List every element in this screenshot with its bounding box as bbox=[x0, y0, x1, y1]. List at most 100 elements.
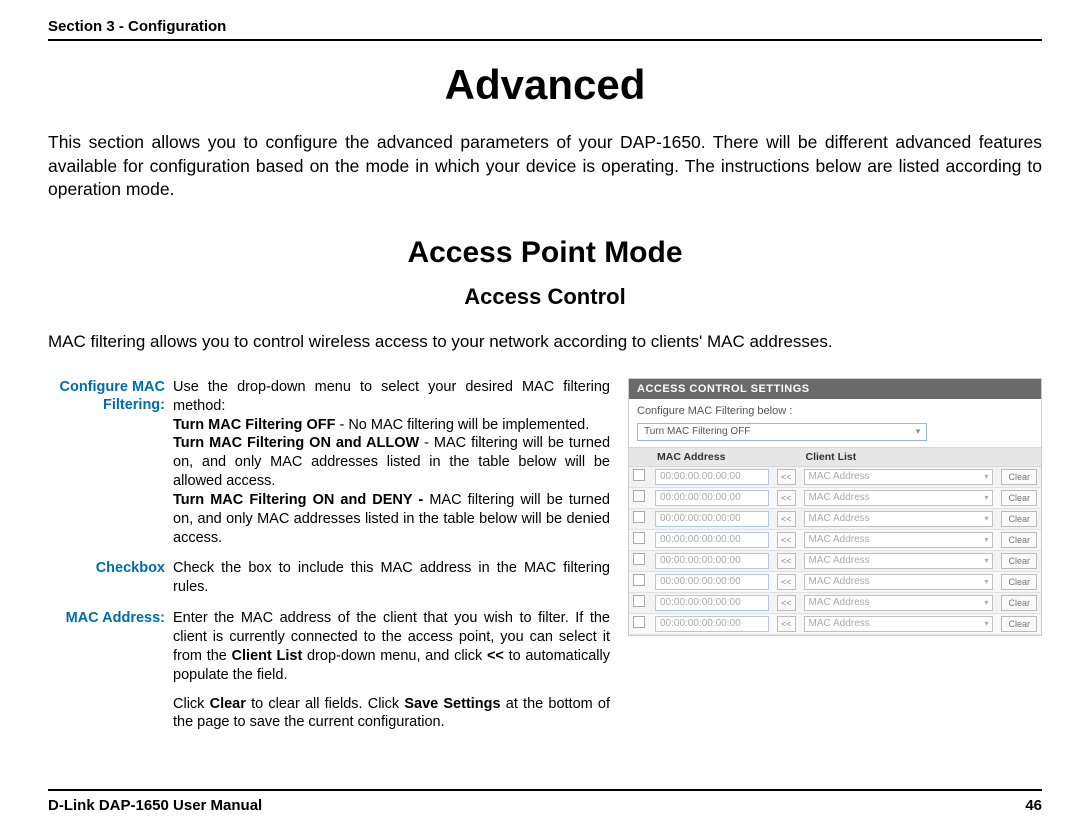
row-checkbox[interactable] bbox=[633, 490, 645, 502]
clear-button[interactable]: Clear bbox=[1001, 595, 1037, 611]
footer-page-number: 46 bbox=[1025, 797, 1042, 814]
page-title: Advanced bbox=[48, 61, 1042, 109]
mac-address-input[interactable]: 00:00:00:00:00:00 bbox=[655, 532, 769, 548]
table-row: 00:00:00:00:00:00 << MAC Address▾ Clear bbox=[629, 487, 1041, 508]
mac-t2: drop-down menu, and click bbox=[302, 648, 487, 664]
access-control-panel: ACCESS CONTROL SETTINGS Configure MAC Fi… bbox=[628, 378, 1042, 636]
row-checkbox[interactable] bbox=[633, 532, 645, 544]
filtering-mode-dropdown[interactable]: Turn MAC Filtering OFF ▾ bbox=[637, 423, 927, 441]
clear-button[interactable]: Clear bbox=[1001, 532, 1037, 548]
clear-button[interactable]: Clear bbox=[1001, 511, 1037, 527]
def-checkbox-label: Checkbox bbox=[48, 559, 173, 597]
mac-table: MAC Address Client List 00:00:00:00:00:0… bbox=[629, 447, 1041, 635]
row-checkbox[interactable] bbox=[633, 574, 645, 586]
table-row: 00:00:00:00:00:00 << MAC Address▾ Clear bbox=[629, 613, 1041, 634]
table-row: 00:00:00:00:00:00 << MAC Address▾ Clear bbox=[629, 466, 1041, 487]
copy-arrow-button[interactable]: << bbox=[777, 532, 796, 548]
mac-p2b: to clear all fields. Click bbox=[246, 696, 404, 712]
def-checkbox: Checkbox Check the box to include this M… bbox=[48, 559, 610, 597]
table-row: 00:00:00:00:00:00 << MAC Address▾ Clear bbox=[629, 529, 1041, 550]
table-row: 00:00:00:00:00:00 << MAC Address▾ Clear bbox=[629, 592, 1041, 613]
mac-p2a: Click bbox=[173, 696, 210, 712]
client-list-dropdown[interactable]: MAC Address▾ bbox=[804, 532, 994, 548]
def-mac-label: MAC Address: bbox=[48, 609, 173, 742]
mac-address-input[interactable]: 00:00:00:00:00:00 bbox=[655, 490, 769, 506]
th-mac: MAC Address bbox=[651, 447, 773, 466]
clear-button[interactable]: Clear bbox=[1001, 490, 1037, 506]
copy-arrow-button[interactable]: << bbox=[777, 574, 796, 590]
table-row: 00:00:00:00:00:00 << MAC Address▾ Clear bbox=[629, 508, 1041, 529]
content-columns: Configure MAC Filtering: Use the drop-do… bbox=[48, 378, 1042, 754]
section-header: Section 3 - Configuration bbox=[48, 18, 1042, 41]
def-checkbox-body: Check the box to include this MAC addres… bbox=[173, 559, 610, 597]
chevron-down-icon: ▾ bbox=[984, 472, 988, 481]
client-list-dropdown[interactable]: MAC Address▾ bbox=[804, 553, 994, 569]
mac-address-input[interactable]: 00:00:00:00:00:00 bbox=[655, 616, 769, 632]
configure-deny-b: Turn MAC Filtering ON and DENY - bbox=[173, 492, 429, 508]
copy-arrow-button[interactable]: << bbox=[777, 511, 796, 527]
mac-address-input[interactable]: 00:00:00:00:00:00 bbox=[655, 595, 769, 611]
chevron-down-icon: ▾ bbox=[984, 535, 988, 544]
mac-b1: Client List bbox=[232, 648, 303, 664]
subsection-title: Access Control bbox=[48, 284, 1042, 310]
dropdown-container: Turn MAC Filtering OFF ▾ bbox=[629, 421, 1041, 447]
def-configure-label: Configure MAC Filtering: bbox=[48, 378, 173, 548]
table-row: 00:00:00:00:00:00 << MAC Address▾ Clear bbox=[629, 550, 1041, 571]
panel-header: ACCESS CONTROL SETTINGS bbox=[629, 379, 1041, 399]
section-header-text: Section 3 - Configuration bbox=[48, 18, 226, 35]
mac-p2b2: Save Settings bbox=[404, 696, 500, 712]
mac-p2b1: Clear bbox=[210, 696, 246, 712]
client-list-dropdown[interactable]: MAC Address▾ bbox=[804, 616, 994, 632]
def-configure: Configure MAC Filtering: Use the drop-do… bbox=[48, 378, 610, 548]
row-checkbox[interactable] bbox=[633, 553, 645, 565]
row-checkbox[interactable] bbox=[633, 595, 645, 607]
def-mac: MAC Address: Enter the MAC address of th… bbox=[48, 609, 610, 742]
chevron-down-icon: ▾ bbox=[984, 514, 988, 523]
configure-lead: Use the drop-down menu to select your de… bbox=[173, 379, 610, 414]
clear-button[interactable]: Clear bbox=[1001, 553, 1037, 569]
chevron-down-icon: ▾ bbox=[910, 426, 926, 437]
configure-off-b: Turn MAC Filtering OFF bbox=[173, 417, 335, 433]
configure-off-t: - No MAC filtering will be implemented. bbox=[335, 417, 589, 433]
mac-intro: MAC filtering allows you to control wire… bbox=[48, 332, 1042, 352]
panel-subtitle: Configure MAC Filtering below : bbox=[629, 399, 1041, 421]
chevron-down-icon: ▾ bbox=[984, 598, 988, 607]
screenshot-column: ACCESS CONTROL SETTINGS Configure MAC Fi… bbox=[628, 378, 1042, 636]
mac-address-input[interactable]: 00:00:00:00:00:00 bbox=[655, 553, 769, 569]
copy-arrow-button[interactable]: << bbox=[777, 469, 796, 485]
client-list-dropdown[interactable]: MAC Address▾ bbox=[804, 595, 994, 611]
chevron-down-icon: ▾ bbox=[984, 556, 988, 565]
page-footer: D-Link DAP-1650 User Manual 46 bbox=[48, 789, 1042, 814]
client-list-dropdown[interactable]: MAC Address▾ bbox=[804, 574, 994, 590]
client-list-dropdown[interactable]: MAC Address▾ bbox=[804, 469, 994, 485]
mac-address-input[interactable]: 00:00:00:00:00:00 bbox=[655, 574, 769, 590]
row-checkbox[interactable] bbox=[633, 511, 645, 523]
footer-left: D-Link DAP-1650 User Manual bbox=[48, 797, 262, 814]
mac-address-input[interactable]: 00:00:00:00:00:00 bbox=[655, 511, 769, 527]
row-checkbox[interactable] bbox=[633, 469, 645, 481]
dropdown-text: Turn MAC Filtering OFF bbox=[638, 426, 910, 437]
row-checkbox[interactable] bbox=[633, 616, 645, 628]
chevron-down-icon: ▾ bbox=[984, 577, 988, 586]
copy-arrow-button[interactable]: << bbox=[777, 595, 796, 611]
definitions-column: Configure MAC Filtering: Use the drop-do… bbox=[48, 378, 610, 754]
configure-allow-b: Turn MAC Filtering ON and ALLOW bbox=[173, 435, 419, 451]
mac-b2: << bbox=[487, 648, 504, 664]
clear-button[interactable]: Clear bbox=[1001, 574, 1037, 590]
clear-button[interactable]: Clear bbox=[1001, 469, 1037, 485]
mode-title: Access Point Mode bbox=[48, 236, 1042, 270]
copy-arrow-button[interactable]: << bbox=[777, 553, 796, 569]
mac-address-input[interactable]: 00:00:00:00:00:00 bbox=[655, 469, 769, 485]
intro-paragraph: This section allows you to configure the… bbox=[48, 131, 1042, 202]
client-list-dropdown[interactable]: MAC Address▾ bbox=[804, 490, 994, 506]
def-mac-body: Enter the MAC address of the client that… bbox=[173, 609, 610, 742]
client-list-dropdown[interactable]: MAC Address▾ bbox=[804, 511, 994, 527]
th-client: Client List bbox=[800, 447, 998, 466]
def-configure-body: Use the drop-down menu to select your de… bbox=[173, 378, 610, 548]
chevron-down-icon: ▾ bbox=[984, 493, 988, 502]
copy-arrow-button[interactable]: << bbox=[777, 616, 796, 632]
chevron-down-icon: ▾ bbox=[984, 619, 988, 628]
table-row: 00:00:00:00:00:00 << MAC Address▾ Clear bbox=[629, 571, 1041, 592]
clear-button[interactable]: Clear bbox=[1001, 616, 1037, 632]
copy-arrow-button[interactable]: << bbox=[777, 490, 796, 506]
